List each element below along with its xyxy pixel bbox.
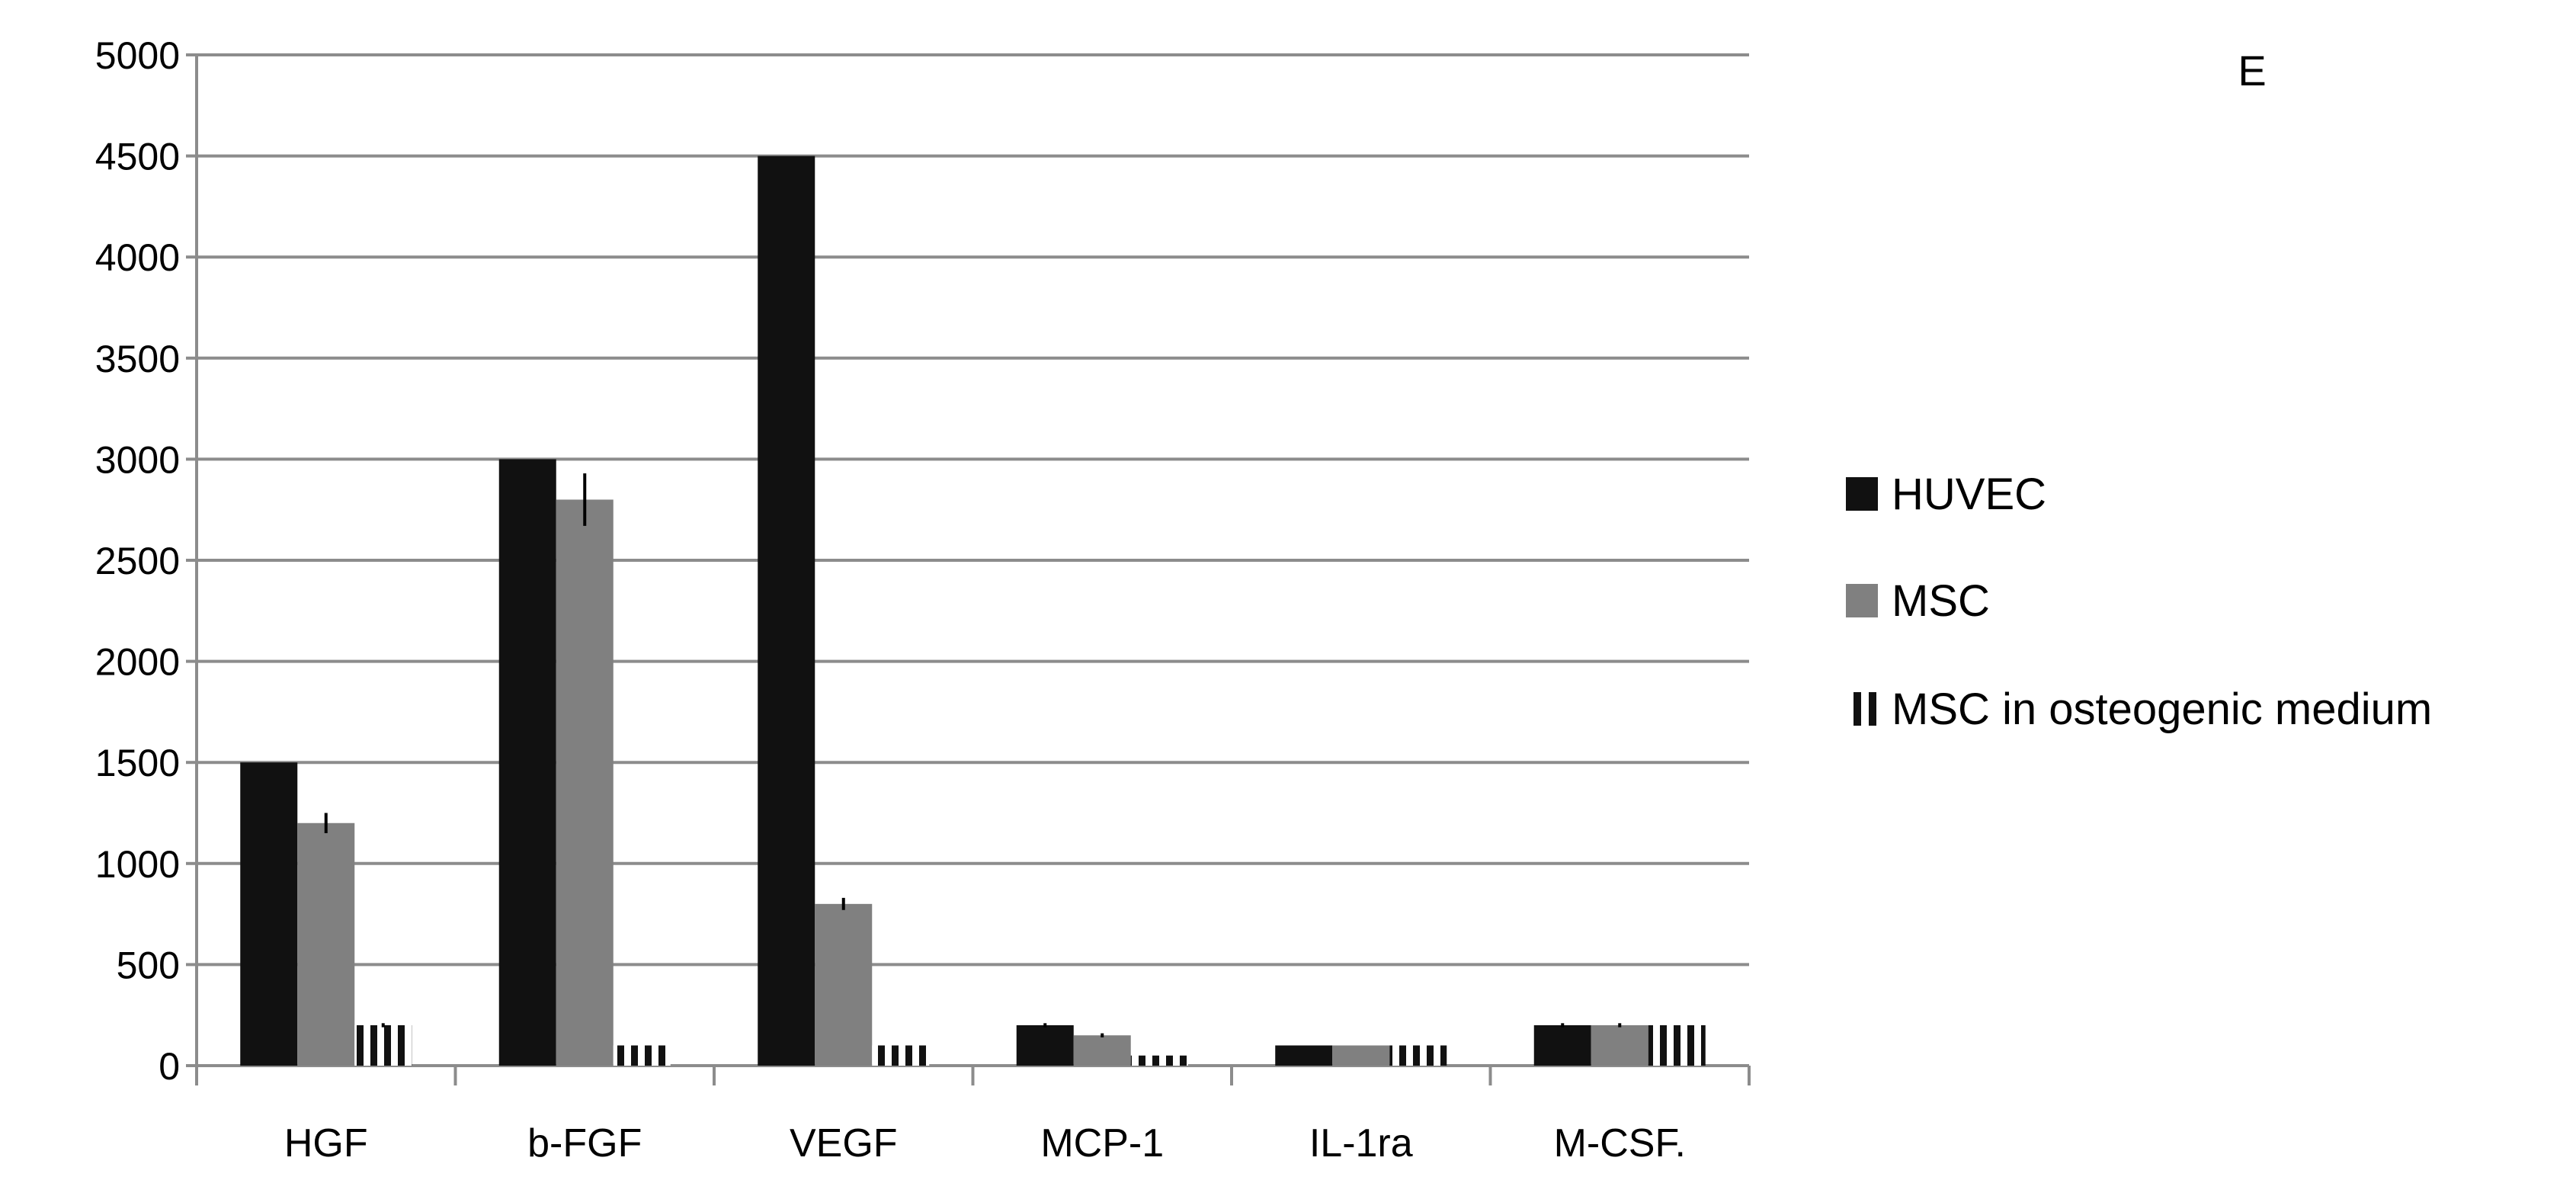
legend-swatch-stripe [1854,692,1861,726]
bar-huvec-il-1ra [1275,1045,1333,1066]
legend-label: MSC in osteogenic medium [1892,685,2432,734]
y-tick-label: 500 [117,944,180,986]
y-tick-label: 4000 [95,236,180,279]
bar-huvec-vegf [758,156,815,1066]
axis-labels: 0 500 1000 1500 2000 2500 3000 3500 4000 4500 5000… [95,34,1686,1166]
bar-msc-in-osteogenic-medium-il-1ra [1389,1045,1447,1066]
y-tick-label: 1500 [95,742,180,784]
gridlines [197,53,1749,967]
legend-label: HUVEC [1892,470,2046,519]
bar-msc-vegf [815,903,873,1066]
y-tick-label: 5000 [95,34,180,77]
y-tick-label: 3500 [95,338,180,380]
legend-label: MSC [1892,576,1990,626]
y-tick-label: 0 [159,1045,180,1088]
x-tick-label: M-CSF. [1554,1121,1686,1166]
x-tick-label: IL-1ra [1309,1121,1413,1166]
x-tick-label: MCP-1 [1040,1121,1164,1166]
bar-msc-m-csf- [1591,1024,1648,1066]
x-tick-label: HGF [284,1121,368,1166]
bar-msc-il-1ra [1332,1045,1390,1066]
bar-msc-b-fgf [556,499,614,1066]
bars [240,156,1706,1066]
legend: HUVEC MSC MSC in osteogenic medium [1846,470,2432,734]
y-tick-label: 1000 [95,843,180,886]
bar-huvec-hgf [240,762,298,1066]
bar-msc-in-osteogenic-medium-vegf [872,1045,930,1066]
axes [186,53,1751,1085]
bar-msc-in-osteogenic-medium-hgf [354,1024,412,1066]
legend-swatch [1846,584,1878,617]
legend-swatch-stripe [1869,692,1876,726]
bar-msc-hgf [297,822,355,1066]
y-tick-label: 2500 [95,540,180,582]
bar-msc-in-osteogenic-medium-m-csf- [1648,1024,1706,1066]
x-tick-label: b-FGF [527,1121,642,1166]
bar-msc-in-osteogenic-medium-b-fgf [613,1045,671,1066]
legend-swatch [1846,477,1878,511]
bar-msc-mcp-1 [1073,1035,1131,1066]
bar-huvec-b-fgf [498,459,556,1066]
y-tick-label: 2000 [95,641,180,684]
x-tick-label: VEGF [790,1121,898,1166]
bar-huvec-m-csf- [1533,1024,1591,1066]
bar-msc-in-osteogenic-medium-mcp-1 [1130,1055,1188,1066]
panel-letter: E [2238,46,2266,95]
y-tick-label: 3000 [95,438,180,481]
y-tick-label: 4500 [95,136,180,178]
bar-huvec-mcp-1 [1016,1024,1074,1066]
